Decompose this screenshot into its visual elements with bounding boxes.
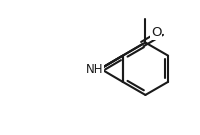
Text: NH: NH xyxy=(85,63,102,77)
Text: O: O xyxy=(150,26,161,39)
